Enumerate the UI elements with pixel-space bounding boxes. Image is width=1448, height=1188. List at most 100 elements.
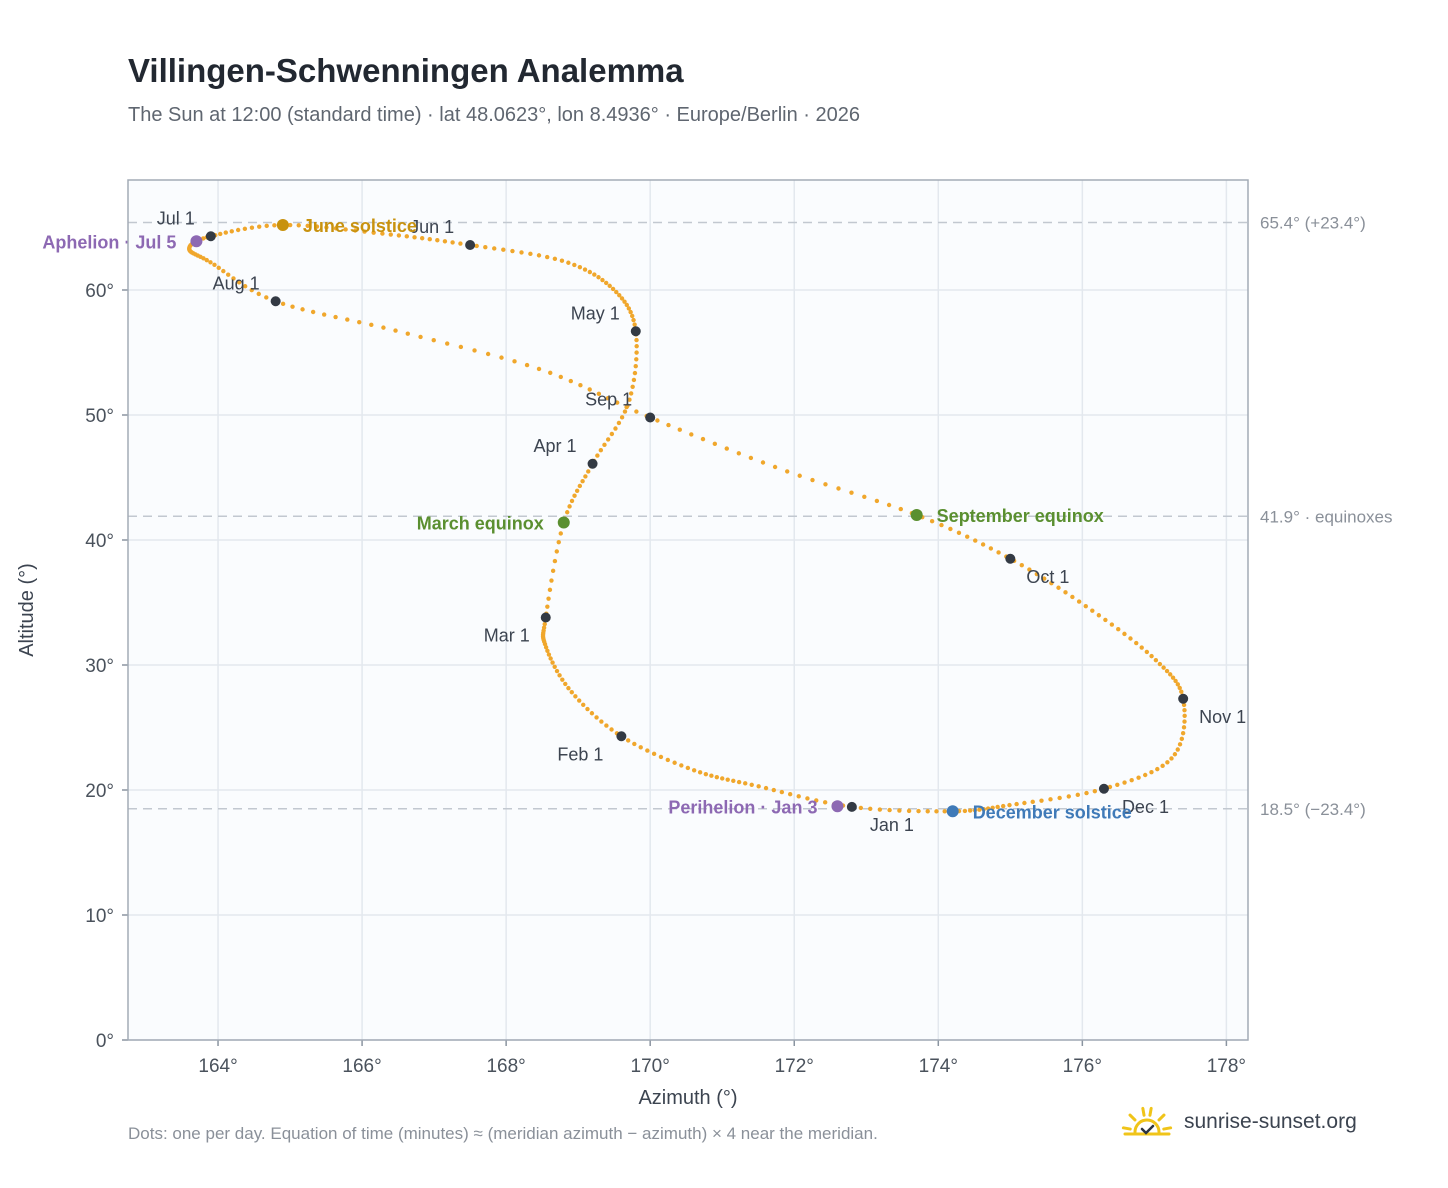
daily-dot (724, 446, 729, 451)
daily-dot (632, 370, 638, 376)
daily-dot (633, 363, 638, 369)
daily-dot (1161, 665, 1166, 670)
daily-dot (1182, 713, 1187, 718)
daily-dot (796, 794, 801, 799)
daily-dot (677, 427, 682, 432)
daily-dot (995, 804, 1000, 810)
daily-dot (577, 698, 582, 703)
daily-dot (442, 239, 448, 244)
daily-dot (619, 415, 625, 420)
daily-dot (1181, 702, 1187, 708)
daily-dot (622, 299, 627, 304)
daily-dot (435, 238, 440, 243)
daily-dot (874, 498, 880, 504)
daily-dot (445, 341, 450, 346)
daily-dot (599, 719, 604, 724)
sun-arc (1133, 1118, 1161, 1134)
daily-dot (638, 745, 643, 750)
daily-dot (333, 226, 339, 231)
daily-dot (980, 542, 986, 547)
daily-dot (823, 482, 828, 487)
daily-dot (1083, 603, 1088, 609)
y-tick-label: 20° (85, 781, 114, 802)
daily-dot (272, 223, 277, 228)
daily-dot (1165, 760, 1170, 765)
daily-dot (333, 314, 338, 320)
sun-ray (1121, 1126, 1132, 1131)
footnote: Dots: one per day. Equation of time (min… (128, 1124, 878, 1143)
daily-dot (630, 313, 635, 319)
daily-dot (572, 262, 577, 268)
daily-dot (280, 301, 286, 307)
month-marker (465, 240, 476, 250)
daily-dot (1022, 800, 1027, 806)
daily-dot (296, 223, 301, 228)
month-marker-label: Jul 1 (157, 208, 195, 228)
daily-dot (1057, 795, 1062, 801)
daily-dot (560, 677, 565, 682)
daily-dot (231, 276, 236, 281)
daily-dot (630, 384, 635, 389)
daily-dot (1063, 590, 1068, 595)
daily-dot (547, 587, 553, 593)
event-marker (910, 509, 923, 521)
axes: 164° 166° 168° 170° 172° 174° 176° 178° 0° 10° 20°… (85, 179, 1249, 1077)
month-marker (587, 458, 598, 469)
daily-dot (624, 404, 629, 410)
daily-dot (345, 317, 350, 322)
daily-dot (1182, 708, 1187, 713)
daily-dot (427, 237, 432, 242)
month-marker (1098, 783, 1109, 794)
daily-dot (569, 690, 574, 695)
daily-dot (582, 267, 588, 272)
daily-dot (1139, 645, 1144, 650)
daily-dot (218, 231, 223, 237)
daily-dot (595, 453, 600, 458)
sun-ray (1128, 1113, 1137, 1122)
daily-dot (512, 359, 517, 364)
daily-dot (216, 265, 221, 271)
daily-dot (609, 431, 615, 437)
daily-dot (1084, 790, 1089, 796)
daily-dot (362, 229, 367, 234)
daily-dot (412, 235, 417, 240)
daily-dot (614, 289, 619, 295)
daily-dot (257, 224, 262, 229)
daily-dot (822, 800, 828, 805)
x-tick-label: 178° (1207, 1056, 1246, 1077)
daily-dot (877, 807, 883, 812)
daily-dot (256, 291, 261, 297)
daily-dot (1136, 775, 1141, 780)
brand[interactable]: sunrise-sunset.org (1120, 1102, 1357, 1142)
daily-dot (577, 264, 583, 270)
daily-dot (324, 225, 329, 230)
daily-dot (942, 809, 947, 814)
daily-dot (1007, 802, 1012, 808)
daily-dot (556, 539, 561, 545)
event-label: Aphelion · Jul 5 (42, 232, 176, 252)
event-label: September equinox (937, 506, 1104, 526)
daily-dot (396, 233, 402, 238)
daily-dot (1175, 747, 1180, 752)
month-marker-label: Mar 1 (484, 626, 530, 646)
daily-dot (603, 280, 609, 286)
daily-dot (700, 436, 706, 442)
daily-dot (264, 223, 269, 229)
daily-dot (528, 251, 533, 257)
month-marker-label: Nov 1 (1199, 707, 1246, 727)
sun-ray (1141, 1106, 1146, 1117)
y-tick-label: 0° (96, 1031, 114, 1052)
daily-dot (1034, 571, 1040, 577)
daily-dot (499, 355, 504, 360)
daily-dot (431, 337, 436, 343)
daily-dot (596, 391, 602, 397)
daily-dot (1153, 658, 1159, 663)
daily-dot (858, 805, 864, 811)
month-marker (270, 296, 281, 307)
daily-dot (549, 578, 554, 583)
daily-dot (703, 771, 709, 777)
month-marker-label: Apr 1 (534, 436, 577, 456)
daily-dot (472, 348, 477, 353)
daily-dot (404, 234, 409, 239)
daily-dot (1075, 792, 1080, 798)
